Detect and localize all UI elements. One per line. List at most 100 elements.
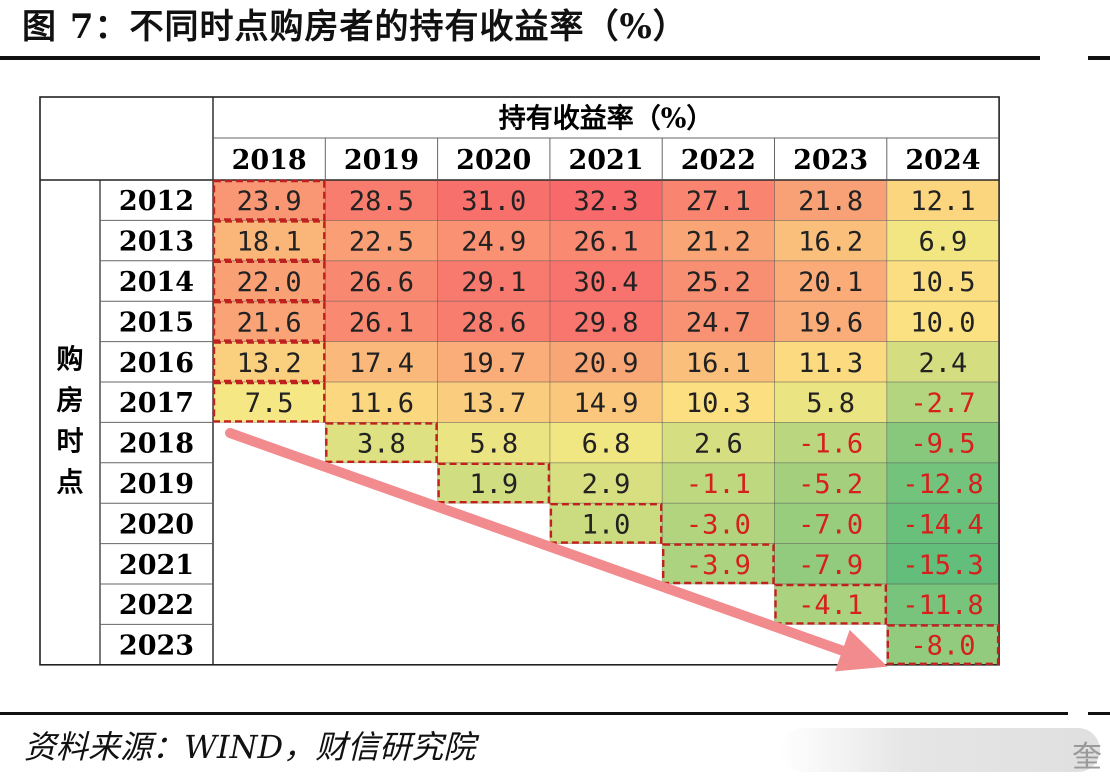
heat-cell: [437, 382, 550, 423]
heat-cell: [774, 180, 887, 221]
diagonal-highlight: [549, 503, 663, 544]
cell-grid: [324, 341, 438, 383]
cell-value: -7.0: [798, 509, 863, 540]
cell-grid: [549, 179, 663, 221]
heat-cell: [774, 462, 887, 504]
cell-value: 11.6: [349, 388, 414, 419]
cell-value: 2.4: [919, 348, 968, 379]
cell-grid: [437, 219, 551, 262]
cell-grid: [437, 300, 551, 343]
cell-value: 2.6: [694, 429, 743, 460]
cell-grid: [774, 462, 888, 504]
heat-cell: [437, 301, 550, 342]
heat-cell: [437, 341, 550, 382]
cell-value: -12.8: [902, 469, 983, 500]
diagonal-highlight: [886, 624, 1000, 666]
heat-cell: [774, 301, 887, 342]
row-header: 2020: [119, 509, 194, 540]
cell-value: 2.9: [582, 469, 631, 500]
heat-cell: [886, 341, 1000, 382]
heat-cell: [549, 422, 663, 463]
row-header: 2017: [119, 388, 194, 419]
cell-grid: [886, 219, 1000, 262]
cell-grid: [661, 421, 775, 464]
heat-cell: [774, 220, 887, 261]
heat-cell: [662, 301, 775, 342]
heat-cell: [662, 543, 775, 584]
cell-grid: [886, 381, 1000, 423]
cell-grid: [886, 300, 1000, 343]
cell-value: 7.5: [245, 388, 294, 419]
cell-value: 22.0: [237, 267, 302, 298]
top-rule-right: [1088, 56, 1110, 60]
row-header: 2022: [119, 590, 194, 621]
heat-cell: [325, 382, 438, 423]
heat-cell: [886, 180, 1000, 221]
cell-value: -3.9: [686, 550, 751, 581]
cell-value: 29.8: [574, 307, 639, 338]
cell-value: 21.2: [686, 227, 751, 258]
cell-value: 23.9: [237, 186, 302, 217]
cell-grid: [661, 381, 775, 423]
diagonal-highlight: [325, 422, 438, 463]
heat-cell: [886, 503, 1000, 544]
heat-cell: [662, 462, 775, 504]
cell-value: 1.9: [469, 469, 518, 500]
heat-cell: [886, 624, 1000, 665]
heat-cell: [213, 180, 326, 221]
heat-cell: [886, 382, 1000, 423]
cell-value: 10.3: [686, 388, 751, 419]
cell-value: 13.7: [461, 388, 526, 419]
cell-value: 1.0: [582, 509, 631, 540]
heat-cell: [325, 260, 438, 302]
heat-cell: [662, 260, 775, 302]
cell-value: 19.7: [461, 348, 526, 379]
diagonal-highlight: [212, 260, 326, 302]
cell-value: 26.1: [349, 307, 414, 338]
trend-arrow-head: [834, 629, 888, 672]
column-header: 2022: [681, 145, 756, 176]
watermark: [780, 728, 1100, 772]
diagonal-highlight: [212, 341, 326, 383]
watermark-glyph: 奎: [1072, 740, 1102, 775]
cell-value: 6.9: [919, 227, 968, 258]
heat-cell: [774, 382, 887, 423]
cell-value: -5.2: [798, 469, 863, 500]
row-header: 2015: [119, 307, 194, 338]
heat-cell: [662, 382, 775, 423]
heat-cell: [437, 260, 550, 302]
heat-cell: [549, 341, 663, 382]
row-header: 2014: [119, 267, 194, 298]
diagonal-highlight: [212, 301, 326, 342]
cell-value: -1.1: [686, 469, 751, 500]
cell-grid: [661, 462, 775, 504]
column-header: 2018: [232, 145, 307, 176]
cell-value: 26.1: [574, 227, 639, 258]
heat-cell: [886, 220, 1000, 261]
cell-value: -1.6: [798, 429, 863, 460]
heat-cell: [886, 301, 1000, 342]
cell-grid: [549, 381, 663, 423]
cell-grid: [886, 502, 1000, 545]
heat-cell: [774, 543, 887, 584]
source-note: 资料来源：WIND，财信研究院: [24, 728, 476, 766]
cell-grid: [774, 381, 888, 423]
cell-value: 28.5: [349, 186, 414, 217]
cell-grid: [661, 179, 775, 221]
cell-value: 12.1: [910, 186, 975, 217]
cell-value: 21.8: [798, 186, 863, 217]
cell-grid: [324, 179, 438, 221]
heat-cell: [774, 422, 887, 463]
row-header: 2019: [119, 469, 194, 500]
heat-cell: [549, 503, 663, 544]
diagonal-highlight: [662, 543, 775, 585]
row-group-label: 购房时点: [57, 345, 84, 499]
cell-value: 24.7: [686, 307, 751, 338]
heat-cell: [886, 543, 1000, 584]
cell-value: -7.9: [798, 550, 863, 581]
cell-grid: [661, 260, 775, 302]
cell-value: 26.6: [349, 267, 414, 298]
cell-value: 24.9: [461, 227, 526, 258]
cell-grid: [549, 300, 663, 343]
column-header: 2023: [793, 145, 868, 176]
